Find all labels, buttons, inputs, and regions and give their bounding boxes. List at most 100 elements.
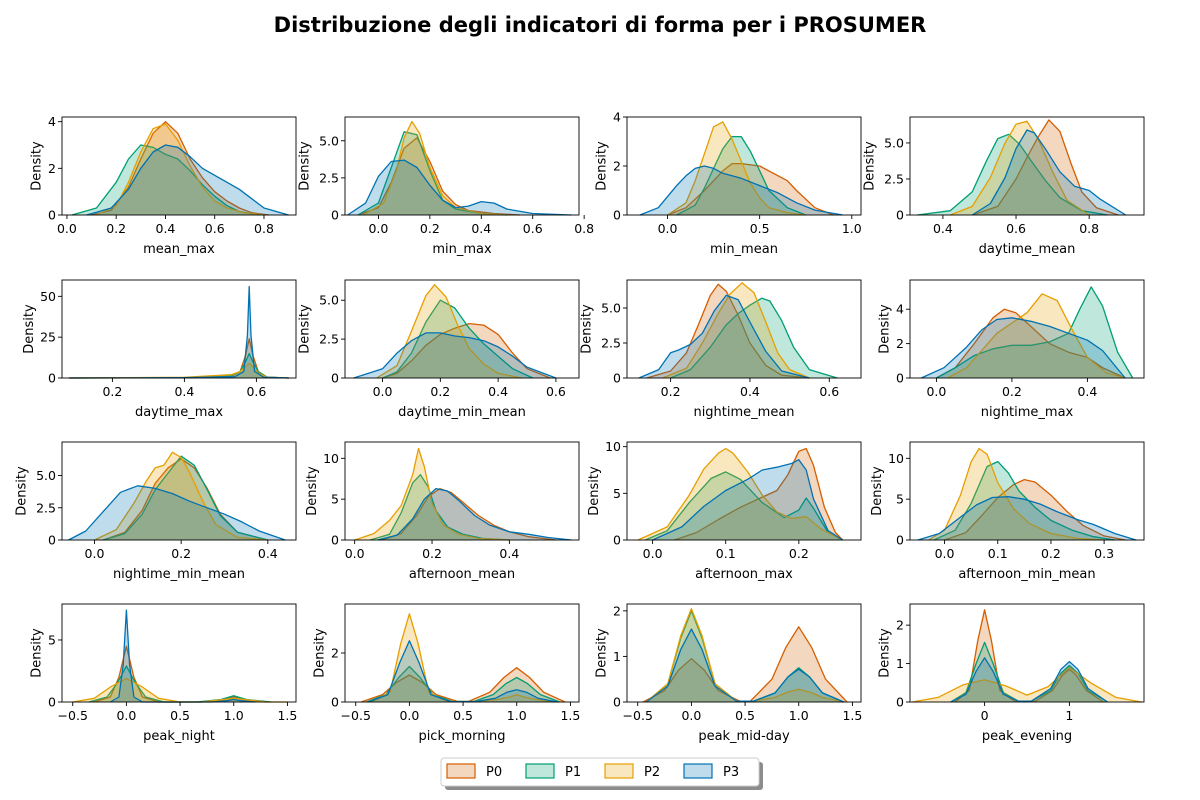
density-area-P0 xyxy=(381,488,556,540)
y-tick-label: 0 xyxy=(613,371,621,386)
legend-label-P2: P2 xyxy=(644,765,660,780)
y-tick-label: 0 xyxy=(331,695,339,710)
legend-label-P1: P1 xyxy=(565,765,581,780)
density-area-P1 xyxy=(370,474,510,540)
y-axis-label: Density xyxy=(878,304,893,354)
x-tick-label: 0.1 xyxy=(988,546,1008,561)
x-tick-label: 0.0 xyxy=(658,221,678,236)
y-axis-label: Density xyxy=(298,141,313,191)
x-tick-label: 0.4 xyxy=(499,546,519,561)
y-tick-label: 0 xyxy=(896,208,904,223)
x-tick-label: 0.8 xyxy=(1079,221,1099,236)
x-tick-label: 1.5 xyxy=(560,708,580,723)
density-area-P2 xyxy=(947,293,1126,378)
density-line-P2 xyxy=(69,362,289,379)
y-axis-label: Density xyxy=(313,628,328,678)
y-tick-label: 2 xyxy=(896,336,904,351)
x-tick-label: 1.5 xyxy=(277,708,297,723)
axes-frame xyxy=(344,279,580,379)
legend-label-P3: P3 xyxy=(723,765,739,780)
x-axis-label: afternoon_min_mean xyxy=(958,567,1095,582)
x-tick-label: 0.2 xyxy=(789,546,809,561)
subplot-daytime_min_mean: 0.0 0.2 0.4 0.6 0 2.5 5.0 daytime_min_mean Densi… xyxy=(298,279,580,420)
y-tick-label: 2 xyxy=(613,159,621,174)
density-line-P2 xyxy=(637,447,843,541)
x-axis-label: daytime_max xyxy=(135,405,223,420)
x-tick-label: 0.2 xyxy=(430,384,450,399)
y-tick-label: 10 xyxy=(888,451,904,466)
x-tick-label: 0.6 xyxy=(523,221,543,236)
density-area-P1 xyxy=(88,666,272,702)
x-axis-label: min_max xyxy=(432,242,492,257)
y-axis-label: Density xyxy=(298,304,313,354)
y-tick-label: 0 xyxy=(48,533,56,548)
density-area-P1 xyxy=(933,461,1115,540)
y-axis-label: Density xyxy=(15,466,30,516)
subplot-nightime_mean: 0.2 0.4 0.6 0 2.5 5.0 nightime_mean Density xyxy=(580,279,862,420)
axes-frame xyxy=(626,279,862,379)
y-tick-label: 0 xyxy=(48,371,56,386)
y-axis-label: Density xyxy=(878,628,893,678)
y-tick-label: 5.0 xyxy=(36,468,56,483)
density-line-P3 xyxy=(353,332,557,379)
density-area-P1 xyxy=(357,131,507,215)
x-tick-label: 0.0 xyxy=(368,221,388,236)
axes-frame xyxy=(61,279,297,379)
x-tick-label: 0.4 xyxy=(258,546,278,561)
density-line-P3 xyxy=(950,657,1108,703)
x-tick-label: 0.4 xyxy=(174,384,194,399)
density-line-P0 xyxy=(944,478,1126,541)
subplot-pick_morning: −0.5 0.0 0.5 1.0 1.5 0 2 pick_morning Density xyxy=(313,603,580,744)
density-line-P2 xyxy=(947,293,1126,379)
axes-frame xyxy=(626,441,862,541)
density-line-P2 xyxy=(928,447,1105,541)
x-tick-label: 0.1 xyxy=(716,546,736,561)
x-tick-label: 0.4 xyxy=(1077,384,1097,399)
density-line-P3 xyxy=(971,129,1127,216)
axes-frame xyxy=(909,279,1145,379)
x-axis-label: peak_night xyxy=(143,729,215,744)
x-axis-label: daytime_mean xyxy=(979,242,1076,257)
legend-swatch-P0 xyxy=(446,763,476,779)
legend: P0 P1 P2 P3 xyxy=(440,757,763,790)
density-area-P1 xyxy=(917,134,1108,215)
y-axis-label: Density xyxy=(587,466,602,516)
y-tick-label: 10 xyxy=(323,451,339,466)
x-tick-label: 1.5 xyxy=(842,708,862,723)
subplot-daytime_mean: 0.4 0.6 0.8 0 2.5 5.0 daytime_mean Density xyxy=(863,116,1145,257)
x-tick-label: 0.5 xyxy=(735,708,755,723)
density-line-P0 xyxy=(971,119,1119,216)
x-tick-label: 0.4 xyxy=(156,221,176,236)
y-tick-label: 4 xyxy=(48,114,56,129)
subplot-afternoon_mean: 0.0 0.2 0.4 0 5 10 afternoon_mean Density xyxy=(305,441,580,582)
density-area-P1 xyxy=(366,666,560,702)
y-tick-label: 5 xyxy=(896,492,904,507)
density-line-P1 xyxy=(676,135,806,216)
y-tick-label: 5 xyxy=(331,492,339,507)
density-area-P2 xyxy=(371,613,555,702)
x-tick-label: 0.8 xyxy=(254,221,274,236)
density-line-P3 xyxy=(69,285,289,379)
x-axis-label: pick_morning xyxy=(418,729,505,744)
density-area-P3 xyxy=(110,610,256,702)
y-tick-label: 2 xyxy=(48,161,56,176)
y-tick-label: 4 xyxy=(613,110,621,125)
density-line-P2 xyxy=(662,282,810,379)
x-axis-label: peak_mid-day xyxy=(698,729,790,744)
density-area-P0 xyxy=(643,626,847,702)
density-line-P1 xyxy=(917,133,1108,216)
density-line-P1 xyxy=(357,131,508,216)
x-tick-label: 0.0 xyxy=(116,708,136,723)
density-area-P3 xyxy=(950,657,1108,702)
x-tick-label: 0.5 xyxy=(170,708,190,723)
y-tick-label: 2.5 xyxy=(601,336,621,351)
density-line-P1 xyxy=(71,144,260,216)
density-area-P2 xyxy=(94,452,268,540)
axes-frame xyxy=(626,603,862,703)
density-area-P2 xyxy=(376,284,522,378)
density-area-P3 xyxy=(353,332,556,378)
y-tick-label: 50 xyxy=(40,289,56,304)
x-tick-label: 0.0 xyxy=(373,384,393,399)
density-line-P0 xyxy=(357,137,520,216)
